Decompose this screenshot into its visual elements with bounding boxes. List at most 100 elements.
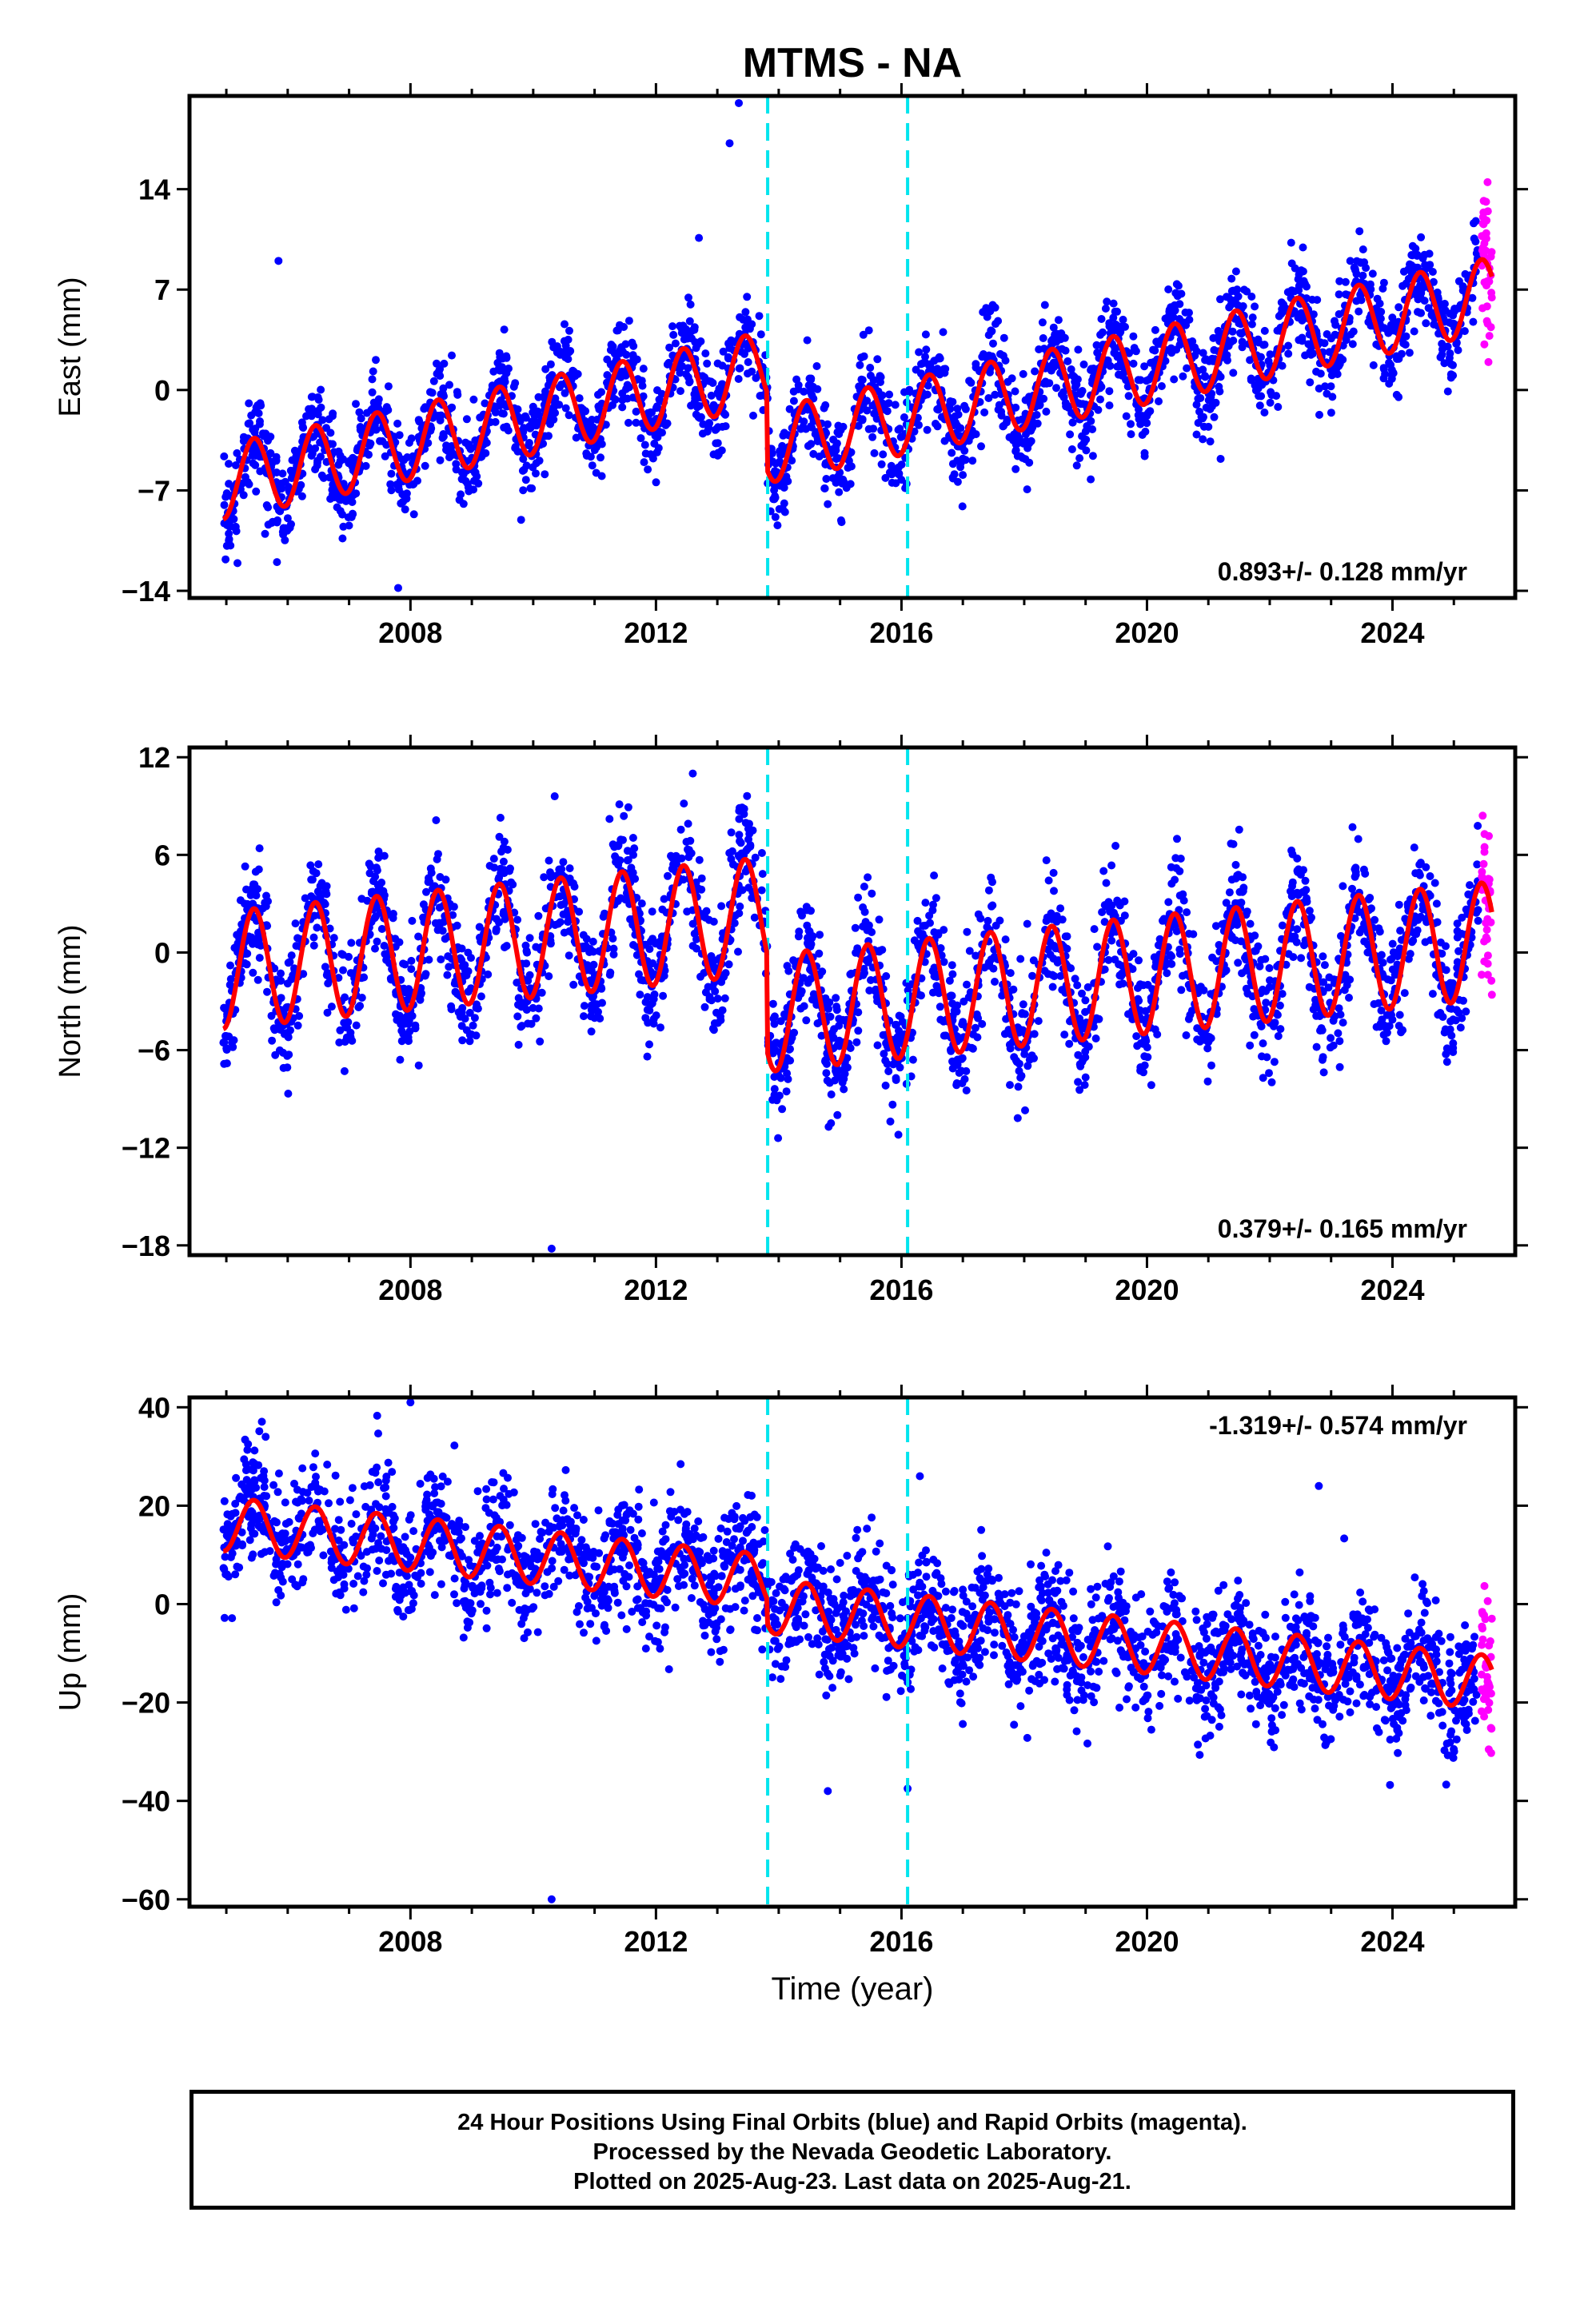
- data-point: [292, 919, 300, 927]
- data-point: [1323, 390, 1331, 398]
- data-point: [223, 1046, 231, 1054]
- data-point: [784, 962, 792, 970]
- data-point: [545, 432, 553, 440]
- data-point: [664, 872, 672, 880]
- data-point: [744, 369, 752, 377]
- data-point: [772, 1094, 780, 1102]
- data-point: [778, 442, 786, 450]
- data-point: [1482, 197, 1490, 205]
- data-point: [1395, 901, 1403, 909]
- data-point: [878, 460, 886, 468]
- data-point: [859, 417, 867, 425]
- data-point: [921, 358, 929, 366]
- data-point: [476, 413, 484, 421]
- data-point: [1360, 938, 1368, 946]
- data-point: [569, 981, 577, 989]
- data-point: [408, 917, 416, 925]
- data-point: [337, 950, 345, 958]
- data-point: [1021, 1106, 1029, 1114]
- data-point: [1351, 264, 1359, 272]
- data-point: [618, 403, 626, 411]
- data-point: [1043, 856, 1051, 864]
- data-point: [1249, 1013, 1257, 1021]
- data-point: [523, 947, 531, 955]
- data-point: [680, 799, 688, 807]
- data-point: [892, 401, 900, 409]
- data-point: [991, 320, 999, 328]
- data-point: [533, 459, 541, 467]
- data-point: [445, 381, 453, 389]
- data-point: [1111, 842, 1119, 850]
- data-point: [1327, 409, 1335, 417]
- data-point: [1276, 1025, 1284, 1033]
- data-point: [341, 1067, 349, 1075]
- data-point: [691, 394, 699, 402]
- data-point: [712, 426, 720, 434]
- data-point: [1011, 465, 1019, 473]
- data-point: [828, 1090, 836, 1098]
- data-point: [385, 382, 393, 390]
- data-point: [751, 914, 759, 922]
- data-point: [355, 409, 363, 417]
- data-point: [257, 401, 265, 409]
- data-point: [736, 365, 744, 373]
- data-point: [653, 433, 661, 441]
- data-point: [953, 421, 961, 429]
- data-point: [256, 954, 264, 962]
- data-point: [1074, 345, 1082, 353]
- data-point: [988, 903, 995, 911]
- data-point: [310, 942, 318, 950]
- data-point: [791, 958, 799, 966]
- data-point: [973, 1034, 981, 1042]
- data-point: [1279, 990, 1287, 998]
- x-tick-label: 2008: [378, 616, 442, 649]
- data-point: [728, 828, 736, 836]
- data-point: [1175, 300, 1183, 308]
- data-point: [1306, 907, 1314, 915]
- data-point: [1063, 401, 1071, 409]
- data-point: [352, 400, 360, 408]
- data-point: [979, 308, 987, 316]
- data-point: [1135, 956, 1143, 964]
- data-point: [369, 389, 377, 397]
- data-point: [373, 938, 381, 946]
- data-point: [1437, 939, 1445, 947]
- data-point: [1080, 361, 1088, 369]
- data-point: [629, 941, 637, 949]
- data-point: [1042, 408, 1050, 416]
- data-point: [553, 400, 561, 408]
- data-point: [1359, 245, 1367, 253]
- data-point: [1023, 485, 1031, 493]
- data-point: [263, 988, 271, 996]
- data-point: [1129, 333, 1137, 341]
- data-point: [221, 556, 229, 564]
- data-point: [1483, 178, 1491, 186]
- data-point: [1058, 390, 1066, 398]
- data-point: [790, 388, 798, 396]
- data-point: [722, 969, 730, 977]
- data-point: [952, 1081, 960, 1089]
- data-point: [835, 488, 843, 496]
- data-point: [1204, 423, 1212, 431]
- data-point: [660, 895, 668, 903]
- data-point: [1438, 351, 1446, 359]
- data-point: [1063, 357, 1071, 365]
- data-point: [934, 931, 942, 939]
- data-point: [930, 871, 938, 879]
- data-point: [254, 976, 262, 984]
- data-point: [277, 480, 285, 488]
- data-point: [1313, 1043, 1321, 1051]
- data-point: [469, 396, 477, 404]
- data-point: [624, 803, 632, 811]
- data-point: [307, 875, 315, 883]
- data-point: [1114, 353, 1122, 361]
- data-point: [814, 1019, 822, 1027]
- data-point: [580, 1012, 588, 1020]
- data-point: [940, 328, 948, 336]
- data-point: [963, 981, 971, 989]
- data-point: [1050, 359, 1058, 367]
- data-point: [1082, 428, 1090, 436]
- data-point: [1335, 310, 1343, 318]
- data-point: [865, 425, 873, 433]
- data-point: [1356, 928, 1364, 936]
